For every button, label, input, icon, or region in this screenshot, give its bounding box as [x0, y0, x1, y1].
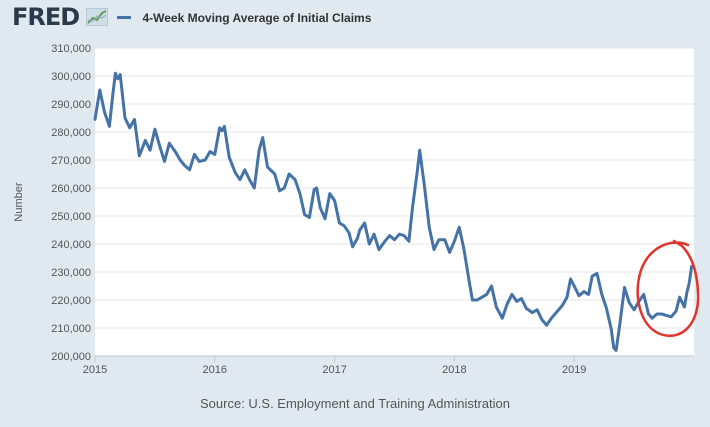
- x-tick-label: 2018: [442, 364, 466, 376]
- axes: 200,000 210,000 220,000 230,000 240,000 250,0…: [51, 43, 694, 376]
- gridlines: [95, 47, 694, 357]
- annotation-layer: [636, 239, 700, 337]
- fred-logo[interactable]: FRED: [12, 3, 80, 31]
- y-tick-label: 310,000: [51, 43, 91, 55]
- trend-graph-icon: [86, 8, 108, 26]
- y-tick-label: 250,000: [51, 211, 91, 223]
- hand-drawn-circle-annotation: [636, 239, 700, 337]
- y-tick-label: 260,000: [51, 183, 91, 195]
- legend-series-label: 4-Week Moving Average of Initial Claims: [142, 10, 372, 25]
- legend-line-swatch: [117, 16, 131, 20]
- y-tick-label: 280,000: [51, 127, 91, 139]
- plot-area: [95, 48, 694, 356]
- source-note: Source: U.S. Employment and Training Adm…: [200, 396, 510, 411]
- x-tick-label: 2016: [203, 364, 227, 376]
- chart-legend[interactable]: 4-Week Moving Average of Initial Claims: [117, 9, 371, 27]
- y-tick-label: 220,000: [51, 295, 91, 307]
- series-layer: [93, 71, 694, 352]
- y-tick-label: 240,000: [51, 239, 91, 251]
- y-tick-label: 270,000: [51, 155, 91, 167]
- chart-header: FRED 4-Week Moving Average of Initial Cl…: [0, 0, 710, 38]
- x-tick-label: 2015: [83, 364, 107, 376]
- y-tick-label: 230,000: [51, 267, 91, 279]
- x-tick-label: 2019: [562, 364, 586, 376]
- series-line[interactable]: [93, 71, 694, 352]
- y-axis-title: Number: [13, 182, 25, 221]
- y-tick-label: 200,000: [51, 351, 91, 363]
- x-tick-label: 2017: [322, 364, 346, 376]
- y-tick-label: 290,000: [51, 99, 91, 111]
- y-tick-label: 210,000: [51, 323, 91, 335]
- y-tick-label: 300,000: [51, 71, 91, 83]
